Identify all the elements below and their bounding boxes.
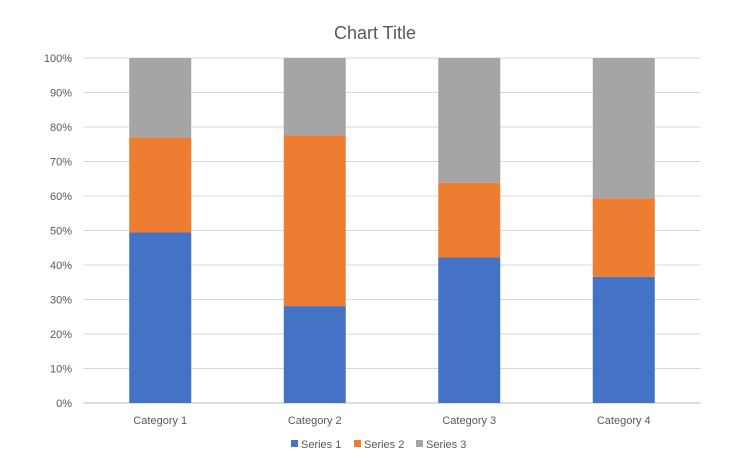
y-tick-label: 40%: [50, 260, 72, 272]
bar-segment-series-3-category-1: [129, 58, 192, 138]
y-tick-label: 10%: [50, 364, 72, 376]
legend-label-series-3: Series 3: [426, 439, 466, 451]
y-axis-tick-labels: 0% 10% 20% 30% 40% 50% 60% 70% 80% 90% 100%: [44, 53, 72, 410]
chart-title: Chart Title: [334, 23, 416, 43]
y-tick-label: 0%: [56, 398, 72, 410]
bar-segment-series-1-category-4: [592, 276, 655, 403]
bar-segment-series-3-category-2: [283, 58, 346, 136]
legend-label-series-1: Series 1: [301, 439, 341, 451]
y-tick-label: 50%: [50, 226, 72, 238]
y-tick-label: 30%: [50, 295, 72, 307]
legend-swatch-series-2: [354, 440, 361, 447]
y-tick-label: 20%: [50, 329, 72, 341]
x-category-label: Category 4: [597, 415, 651, 427]
bar-segment-series-3-category-4: [592, 58, 655, 199]
legend-label-series-2: Series 2: [364, 439, 404, 451]
y-tick-label: 100%: [44, 53, 72, 65]
bar-segment-series-3-category-3: [438, 58, 501, 183]
bar-segment-series-2-category-2: [283, 135, 346, 307]
legend: Series 1 Series 2 Series 3: [291, 439, 466, 451]
y-tick-label: 80%: [50, 122, 72, 134]
legend-swatch-series-3: [416, 440, 423, 447]
x-axis-category-labels: Category 1 Category 2 Category 3 Category 4: [133, 415, 650, 427]
x-category-label: Category 3: [442, 415, 496, 427]
bar-segment-series-2-category-1: [129, 137, 192, 233]
y-tick-label: 60%: [50, 191, 72, 203]
bar-segment-series-1-category-2: [283, 306, 346, 403]
legend-swatch-series-1: [291, 440, 298, 447]
bar-segment-series-1-category-3: [438, 257, 501, 403]
bar-segment-series-2-category-4: [592, 198, 655, 277]
bar-segment-series-1-category-1: [129, 232, 192, 403]
bar-segment-series-2-category-3: [438, 182, 501, 258]
y-tick-label: 90%: [50, 88, 72, 100]
x-category-label: Category 2: [288, 415, 342, 427]
x-category-label: Category 1: [133, 415, 187, 427]
bar-stacks: [129, 58, 655, 403]
y-tick-label: 70%: [50, 157, 72, 169]
